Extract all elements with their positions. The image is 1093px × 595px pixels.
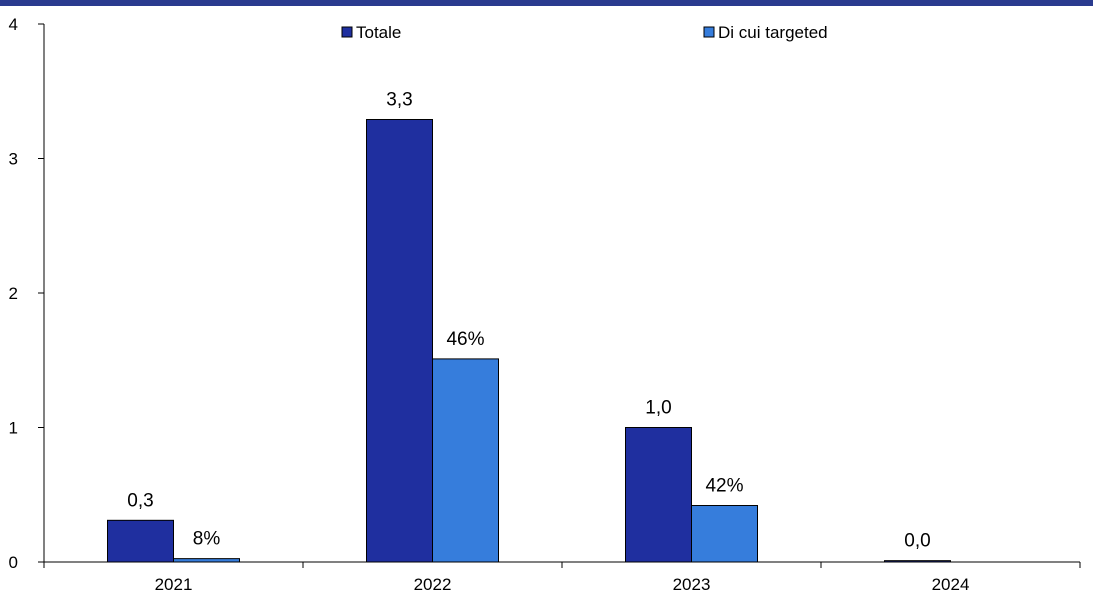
data-label: 0,0: [904, 531, 930, 552]
bars: [107, 118, 951, 563]
data-label: 8%: [193, 529, 221, 550]
y-tick-label: 4: [9, 15, 18, 34]
x-tick-label: 2022: [414, 575, 452, 594]
legend-label: Totale: [356, 23, 401, 42]
x-tick-label: 2023: [673, 575, 711, 594]
x-tick-label: 2021: [155, 575, 193, 594]
data-label: 0,3: [127, 490, 153, 511]
y-tick-label: 3: [9, 150, 18, 169]
legend: Totale Di cui targeted: [341, 23, 828, 42]
y-tick-label: 2: [9, 284, 18, 303]
legend-label: Di cui targeted: [718, 23, 828, 42]
bar: [366, 118, 433, 563]
bar: [173, 558, 240, 563]
data-label: 3,3: [386, 89, 412, 110]
top-rule: [0, 0, 1093, 6]
data-label: 1,0: [645, 398, 671, 419]
bar: [107, 519, 174, 563]
bar: [884, 560, 951, 563]
data-label: 46%: [446, 329, 484, 350]
data-label: 42%: [705, 476, 743, 497]
data-labels: 0,3 8% 3,3 46% 1,0 42% 0,0: [127, 89, 930, 551]
bar: [691, 505, 758, 563]
axes: 0 1 2 3 4 2021 2022 2023 2024: [9, 15, 1081, 594]
x-tick-label: 2024: [932, 575, 970, 594]
bar: [625, 427, 692, 563]
y-tick-label: 1: [9, 419, 18, 438]
y-tick-label: 0: [9, 553, 18, 572]
legend-swatch: [341, 26, 353, 38]
bar: [432, 358, 499, 563]
legend-swatch: [703, 26, 715, 38]
